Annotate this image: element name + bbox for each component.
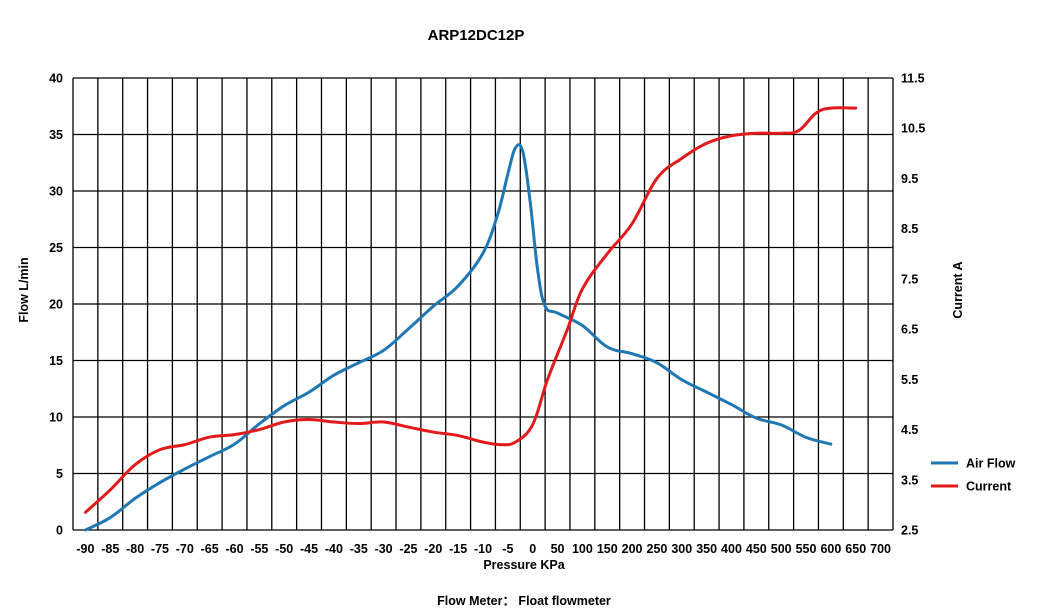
x-tick-label: 300	[671, 542, 692, 556]
x-tick-label: -40	[325, 542, 343, 556]
y2-tick-label: 9.5	[901, 172, 918, 186]
chart-title: ARP12DC12P	[428, 27, 525, 44]
series-line-current	[83, 106, 858, 514]
x-tick-label: 550	[796, 542, 817, 556]
x-tick-label: -35	[350, 542, 368, 556]
x-tick-label: -25	[399, 542, 417, 556]
x-tick-label: -65	[201, 542, 219, 556]
series-lines	[83, 106, 858, 532]
x-tick-label: -20	[424, 542, 442, 556]
x-tick-label: 700	[870, 542, 891, 556]
x-tick-label: -15	[449, 542, 467, 556]
y-tick-label: 20	[49, 298, 63, 312]
x-tick-label: 200	[622, 542, 643, 556]
footnote: Flow Meter： Float flowmeter	[437, 594, 611, 608]
legend-label: Air Flow	[966, 457, 1016, 471]
y2-tick-label: 4.5	[901, 423, 918, 437]
y-tick-label: 10	[49, 411, 63, 425]
x-tick-label: -90	[76, 542, 94, 556]
legend-label: Current	[966, 480, 1012, 494]
y2-tick-label: 7.5	[901, 272, 918, 286]
x-tick-label: 650	[845, 542, 866, 556]
x-tick-label: -80	[126, 542, 144, 556]
y-tick-label: 35	[49, 128, 63, 142]
y-tick-label: 25	[49, 241, 63, 255]
x-tick-label: 0	[529, 542, 536, 556]
x-tick-label: 150	[597, 542, 618, 556]
y2-axis-label: Current A	[951, 261, 965, 318]
y-tick-label: 40	[49, 72, 63, 86]
x-tick-label: -30	[375, 542, 393, 556]
x-tick-label: 450	[746, 542, 767, 556]
x-tick-label: 250	[647, 542, 668, 556]
x-tick-label: 500	[771, 542, 792, 556]
y2-tick-label: 11.5	[901, 72, 925, 86]
x-tick-label: 100	[572, 542, 593, 556]
series-line-air-flow	[83, 143, 833, 532]
x-tick-label: -45	[300, 542, 318, 556]
tick-labels: -90 -85 -80 -75 -70 -65 -60 -55 -50 -45 -40 -35 -30-…	[49, 72, 925, 557]
legend: Air Flow Current	[931, 457, 1016, 494]
y-tick-label: 15	[49, 354, 63, 368]
x-tick-label: 400	[721, 542, 742, 556]
x-tick-label: -10	[474, 542, 492, 556]
gridlines	[72, 77, 894, 531]
y-tick-label: 30	[49, 185, 63, 199]
x-tick-label: 50	[551, 542, 565, 556]
y2-tick-label: 6.5	[901, 323, 918, 337]
x-tick-label: -50	[275, 542, 293, 556]
x-axis-label: Pressure KPa	[483, 558, 565, 572]
x-tick-label: -5	[502, 542, 513, 556]
y2-tick-label: 2.5	[901, 524, 918, 538]
y-tick-label: 5	[56, 467, 63, 481]
x-tick-label: -60	[225, 542, 243, 556]
x-tick-label: -55	[250, 542, 268, 556]
y2-tick-label: 3.5	[901, 473, 918, 487]
x-tick-label: 600	[820, 542, 841, 556]
y-tick-label: 0	[56, 524, 63, 538]
y2-tick-label: 10.5	[901, 122, 925, 136]
y-axis-label: Flow L/min	[17, 257, 31, 322]
y2-tick-label: 5.5	[901, 373, 918, 387]
x-tick-label: -75	[151, 542, 169, 556]
y2-tick-label: 8.5	[901, 222, 918, 236]
x-tick-label: 350	[696, 542, 717, 556]
x-tick-label: -70	[176, 542, 194, 556]
x-tick-label: -85	[101, 542, 119, 556]
